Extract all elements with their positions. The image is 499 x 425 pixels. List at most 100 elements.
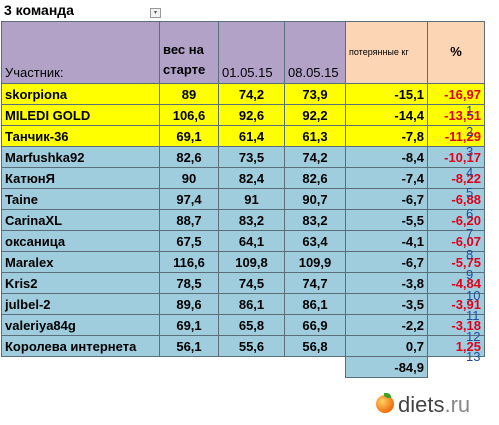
total-lost-cell: -84,9	[345, 356, 428, 378]
participant-name-cell: Королева интернета	[1, 335, 160, 357]
participant-name-cell: Marfushka92	[1, 146, 160, 168]
start-weight-cell: 116,6	[159, 251, 219, 273]
start-weight-cell: 69,1	[159, 314, 219, 336]
rank-number: 2	[466, 123, 474, 139]
sheet-title: 3 команда	[4, 2, 74, 18]
lost-kg-cell: -2,2	[345, 314, 428, 336]
table-row: valeriya84g 69,1 65,8 66,9 -2,2 -3,18	[1, 314, 485, 336]
weight-date-2-cell: 63,4	[284, 230, 346, 252]
table-row: skorpiona 89 74,2 73,9 -15,1 -16,97	[1, 83, 485, 105]
lost-kg-cell: -3,5	[345, 293, 428, 315]
percent-cell: -10,17	[427, 146, 485, 168]
participant-name-cell: MILEDI GOLD	[1, 104, 160, 126]
rank-number: 13	[466, 349, 481, 364]
percent-cell: -13,51	[427, 104, 485, 126]
participant-name-cell: Kris2	[1, 272, 160, 294]
rank-number: 1	[466, 103, 474, 118]
header-date-2: 08.05.15	[284, 21, 346, 84]
lost-kg-cell: -3,8	[345, 272, 428, 294]
start-weight-cell: 78,5	[159, 272, 219, 294]
weight-date-2-cell: 56,8	[284, 335, 346, 357]
weight-date-1-cell: 92,6	[218, 104, 285, 126]
start-weight-cell: 56,1	[159, 335, 219, 357]
lost-kg-cell: -6,7	[345, 251, 428, 273]
weight-date-1-cell: 65,8	[218, 314, 285, 336]
percent-cell: 1,25	[427, 335, 485, 357]
table-row: Танчик-36 69,1 61,4 61,3 -7,8 -11,29	[1, 125, 485, 147]
table-row: CarinaXL 88,7 83,2 83,2 -5,5 -6,20	[1, 209, 485, 231]
table-row: КатюнЯ 90 82,4 82,6 -7,4 -8,22	[1, 167, 485, 189]
percent-cell: -6,07	[427, 230, 485, 252]
lost-kg-cell: -4,1	[345, 230, 428, 252]
start-weight-cell: 90	[159, 167, 219, 189]
weight-date-1-cell: 109,8	[218, 251, 285, 273]
header-name: Участник:	[1, 21, 160, 84]
weight-date-1-cell: 82,4	[218, 167, 285, 189]
participant-name-cell: оксаница	[1, 230, 160, 252]
rank-number: 4	[466, 164, 474, 180]
header-row: Участник: вес на старте 01.05.15 08.05.1…	[1, 21, 485, 84]
lost-kg-cell: -14,4	[345, 104, 428, 126]
table-row: MILEDI GOLD 106,6 92,6 92,2 -14,4 -13,51	[1, 104, 485, 126]
weight-date-1-cell: 91	[218, 188, 285, 210]
header-start-weight: вес на старте	[159, 21, 219, 84]
participant-name-cell: Танчик-36	[1, 125, 160, 147]
rank-number: 11	[466, 308, 480, 323]
weight-date-1-cell: 61,4	[218, 125, 285, 147]
lost-kg-cell: -7,8	[345, 125, 428, 147]
start-weight-cell: 106,6	[159, 104, 219, 126]
participant-name-cell: Taine	[1, 188, 160, 210]
weight-date-2-cell: 61,3	[284, 125, 346, 147]
table-row: Kris2 78,5 74,5 74,7 -3,8 -4,84	[1, 272, 485, 294]
start-weight-cell: 82,6	[159, 146, 219, 168]
weight-date-2-cell: 82,6	[284, 167, 346, 189]
start-weight-cell: 67,5	[159, 230, 219, 252]
lost-kg-cell: -8,4	[345, 146, 428, 168]
weight-date-2-cell: 83,2	[284, 209, 346, 231]
table-row: Marfushka92 82,6 73,5 74,2 -8,4 -10,17	[1, 146, 485, 168]
lost-kg-cell: -15,1	[345, 83, 428, 105]
weight-date-2-cell: 74,7	[284, 272, 346, 294]
weight-date-1-cell: 64,1	[218, 230, 285, 252]
start-weight-cell: 88,7	[159, 209, 219, 231]
participant-name-cell: skorpiona	[1, 83, 160, 105]
weight-date-1-cell: 86,1	[218, 293, 285, 315]
weight-date-2-cell: 73,9	[284, 83, 346, 105]
filter-dropdown-icon[interactable]: ▾	[150, 8, 161, 18]
header-date-1: 01.05.15	[218, 21, 285, 84]
lost-kg-cell: -7,4	[345, 167, 428, 189]
percent-cell: -4,84	[427, 272, 485, 294]
lost-kg-cell: -5,5	[345, 209, 428, 231]
start-weight-cell: 89,6	[159, 293, 219, 315]
percent-cell: -16,97	[427, 83, 485, 105]
rank-number: 3	[466, 144, 474, 159]
lost-kg-cell: 0,7	[345, 335, 428, 357]
weight-date-1-cell: 73,5	[218, 146, 285, 168]
rank-number: 7	[466, 226, 474, 241]
participant-name-cell: valeriya84g	[1, 314, 160, 336]
participant-name-cell: Maralex	[1, 251, 160, 273]
rank-number: 12	[466, 328, 481, 344]
weight-date-2-cell: 90,7	[284, 188, 346, 210]
start-weight-cell: 89	[159, 83, 219, 105]
logo-name: diets	[398, 392, 445, 417]
rank-number: 10	[466, 287, 481, 303]
apple-logo-icon	[376, 393, 394, 413]
results-table: Участник: вес на старте 01.05.15 08.05.1…	[1, 21, 485, 378]
weight-date-1-cell: 83,2	[218, 209, 285, 231]
rank-number: 6	[466, 205, 474, 221]
weight-date-1-cell: 74,5	[218, 272, 285, 294]
percent-cell: -11,29	[427, 125, 485, 147]
table-row: julbel-2 89,6 86,1 86,1 -3,5 -3,91	[1, 293, 485, 315]
participant-name-cell: CarinaXL	[1, 209, 160, 231]
lost-kg-cell: -6,7	[345, 188, 428, 210]
weight-date-1-cell: 55,6	[218, 335, 285, 357]
table-row: Maralex 116,6 109,8 109,9 -6,7 -5,75	[1, 251, 485, 273]
percent-cell: -6,88	[427, 188, 485, 210]
start-weight-cell: 97,4	[159, 188, 219, 210]
weight-date-2-cell: 109,9	[284, 251, 346, 273]
participant-name-cell: КатюнЯ	[1, 167, 160, 189]
total-row: -84,9	[2, 356, 485, 378]
rank-number: 9	[466, 267, 474, 282]
weight-date-2-cell: 74,2	[284, 146, 346, 168]
